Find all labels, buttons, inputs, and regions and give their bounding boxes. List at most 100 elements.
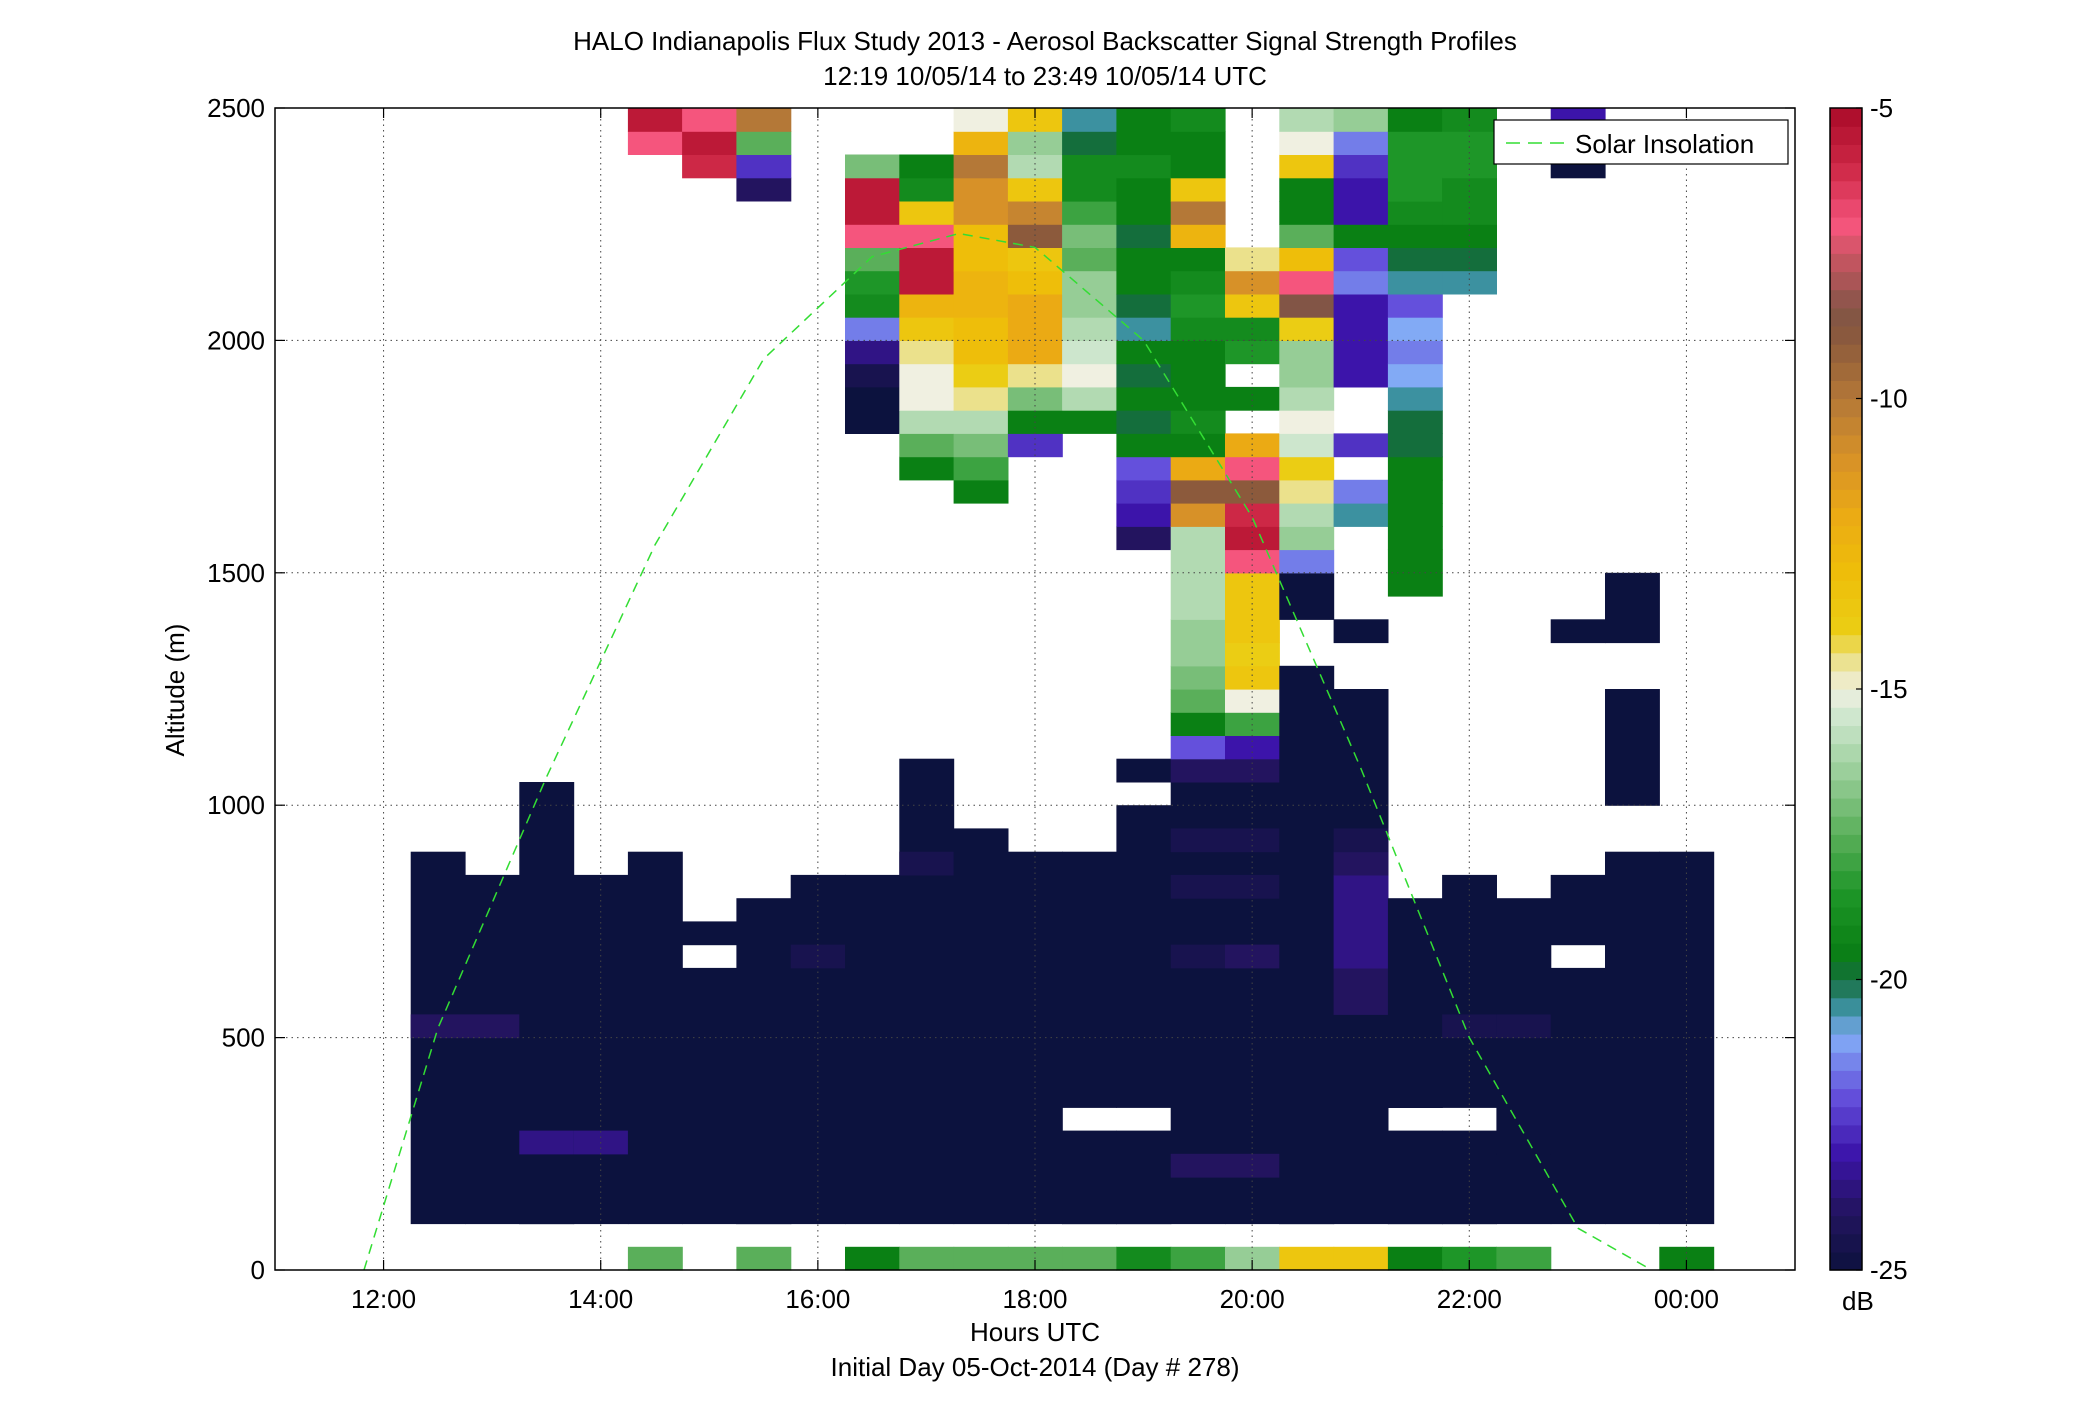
heatmap-cell [1442, 1014, 1497, 1039]
heatmap-cell [1225, 665, 1280, 690]
heatmap-cell [1333, 177, 1389, 202]
heatmap-cell [1387, 1246, 1443, 1271]
heatmap-cell [845, 270, 900, 295]
heatmap-cell [736, 1246, 792, 1271]
heatmap-cell [1387, 410, 1443, 434]
heatmap-cell [899, 247, 955, 295]
heatmap-cell [627, 108, 683, 132]
colorbar-segment [1830, 471, 1862, 490]
heatmap-cell [1550, 874, 1606, 946]
heatmap-cell [953, 317, 1009, 365]
heatmap-cell [1279, 270, 1335, 295]
heatmap-cell [953, 410, 1009, 434]
heatmap-cell [1225, 386, 1280, 411]
heatmap-cell [736, 898, 792, 1225]
colorbar-segment [1830, 1070, 1862, 1090]
colorbar-segment [1830, 652, 1862, 672]
heatmap-cell [1170, 201, 1226, 225]
heatmap-cell [1279, 479, 1335, 504]
x-tick-label: 12:00 [351, 1284, 416, 1314]
heatmap-cell [1333, 201, 1389, 225]
heatmap-cell [845, 154, 900, 179]
colorbar-segment [1830, 289, 1862, 309]
colorbar-tick-label: -20 [1870, 965, 1908, 995]
x-tick-label: 16:00 [785, 1284, 850, 1314]
heatmap-cell [1225, 433, 1280, 458]
heatmap-cell [682, 108, 737, 132]
heatmap-cell [410, 1014, 466, 1039]
colorbar-segment [1830, 834, 1862, 854]
heatmap-cell [1333, 131, 1389, 155]
colorbar-strip [1830, 108, 1862, 1271]
colorbar-segment [1830, 797, 1862, 817]
heatmap-cell [845, 224, 900, 248]
colorbar-segment [1830, 525, 1862, 545]
heatmap-cell [1062, 154, 1117, 202]
heatmap-cell [899, 293, 955, 318]
heatmap-cell [1333, 108, 1389, 132]
colorbar-segment [1830, 961, 1862, 981]
y-axis-label: Altitude (m) [160, 624, 190, 757]
colorbar-segment [1830, 507, 1862, 527]
heatmap-cell [1387, 131, 1443, 155]
heatmap-cell [953, 108, 1009, 132]
heatmap-cell [1225, 689, 1280, 713]
heatmap-cell [845, 317, 900, 341]
heatmap-cell [1116, 410, 1172, 434]
heatmap-cell [1333, 503, 1389, 527]
colorbar-segment [1830, 561, 1862, 581]
heatmap-cell [1116, 247, 1172, 295]
colorbar-segment [1830, 543, 1862, 563]
heatmap-cell [1062, 108, 1117, 132]
heatmap-cell [1116, 805, 1172, 1108]
colorbar-segment [1830, 925, 1862, 944]
heatmap-cell [1387, 503, 1443, 527]
heatmap-cell [1170, 758, 1226, 783]
heatmap-cell [1225, 572, 1280, 644]
heatmap-cell [1170, 503, 1226, 527]
heatmap-cell [1062, 1246, 1117, 1271]
heatmap-cell [1170, 665, 1226, 690]
heatmap-cell [1279, 154, 1335, 179]
heatmap-cell [1170, 108, 1226, 132]
heatmap-cell [1170, 317, 1226, 341]
heatmap-cell [1225, 758, 1280, 783]
colorbar-segment [1830, 271, 1862, 291]
colorbar-segment [1830, 943, 1862, 962]
heatmap-cell [1387, 224, 1443, 248]
heatmap-cell [1387, 317, 1443, 341]
heatmap-cell [1333, 619, 1389, 644]
colorbar-segment [1830, 362, 1862, 381]
colorbar-segment [1830, 144, 1862, 164]
heatmap-cell [1116, 340, 1172, 365]
heatmap-cell [1225, 479, 1280, 504]
heatmap-cell [1442, 177, 1497, 202]
heatmap-cell [1442, 131, 1497, 155]
heatmap-cell [845, 386, 900, 434]
heatmap-cell [1007, 177, 1063, 202]
heatmap-cell [1116, 526, 1172, 551]
heatmap-cell [1170, 1246, 1226, 1271]
heatmap-cell [1170, 340, 1226, 411]
heatmap-cell [1116, 293, 1172, 318]
heatmap-cell [1387, 270, 1443, 295]
heatmap-cell [953, 270, 1009, 295]
heatmap-cell [1387, 386, 1443, 411]
heatmap-cell [1333, 479, 1389, 504]
colorbar-segment [1830, 1251, 1862, 1271]
heatmap-cell [1116, 1246, 1172, 1271]
heatmap-cell [899, 317, 955, 341]
colorbar-segment [1830, 580, 1862, 599]
heatmap-cell [1387, 1130, 1443, 1225]
heatmap-cell [1007, 363, 1063, 388]
heatmap-cell [1387, 479, 1443, 504]
heatmap-cell [845, 340, 900, 365]
heatmap-cell [519, 782, 575, 1225]
heatmap-cell [1279, 293, 1335, 318]
heatmap-cell [1279, 503, 1335, 527]
heatmap-cell [1442, 270, 1497, 295]
heatmap-cell [1116, 177, 1172, 225]
heatmap-cell [736, 177, 792, 202]
heatmap-cell [1333, 224, 1389, 248]
heatmap-cell [1225, 270, 1280, 295]
